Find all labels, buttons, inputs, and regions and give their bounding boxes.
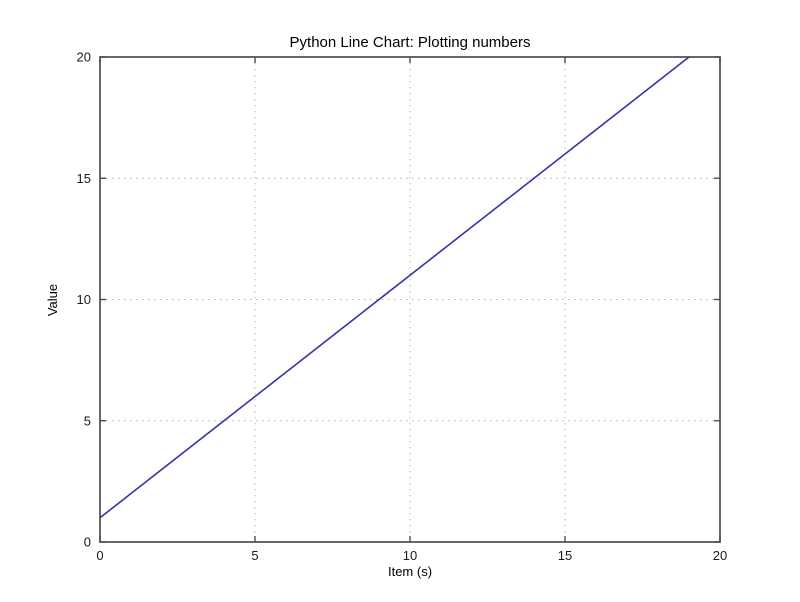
data-line (99, 56, 690, 519)
tick-marks-layer (99, 56, 721, 543)
y-tick-label: 10 (77, 292, 91, 307)
x-tick-label: 10 (403, 548, 417, 563)
tick-labels-layer: 0 5 10 15 20 0 5 10 15 20 (77, 50, 728, 564)
x-axis-label: Item (s) (388, 564, 432, 579)
x-tick-label: 15 (558, 548, 572, 563)
y-tick-label: 15 (77, 171, 91, 186)
y-axis-label: Value (45, 284, 60, 316)
x-tick-label: 0 (96, 548, 103, 563)
chart-title: Python Line Chart: Plotting numbers (290, 34, 531, 51)
x-tick-label: 20 (713, 548, 727, 563)
y-tick-label: 0 (84, 535, 91, 550)
gridlines-layer (100, 57, 720, 542)
x-tick-label: 5 (251, 548, 258, 563)
y-tick-label: 5 (84, 413, 91, 428)
data-series-layer (99, 56, 690, 519)
y-tick-label: 20 (77, 50, 91, 65)
